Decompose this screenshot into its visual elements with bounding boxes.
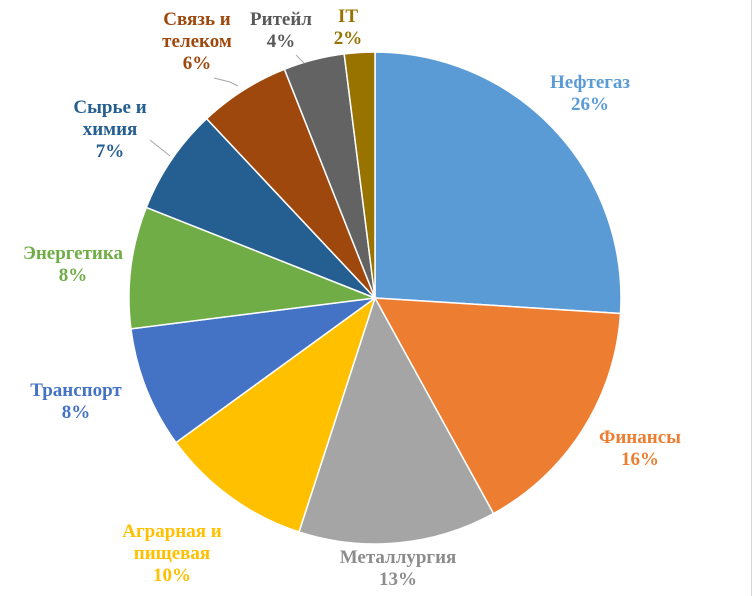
pie-slice-7 xyxy=(145,117,376,299)
leader-line-7 xyxy=(149,139,171,157)
slice-name: Ритейл xyxy=(250,9,312,30)
data-label-8: Связь и телеком 6% xyxy=(162,9,232,74)
pie-slice-1 xyxy=(374,51,622,315)
slice-name: химия xyxy=(83,119,138,140)
pie-slice-5 xyxy=(130,297,376,444)
pie-slice-2 xyxy=(373,297,622,515)
data-label-7: Сырье и химия 7% xyxy=(73,97,146,162)
data-label-4: Аграрная и пищевая 10% xyxy=(122,521,221,586)
pie-slice-4 xyxy=(174,296,377,533)
slice-name: Транспорт xyxy=(30,380,122,401)
slice-percent: 13% xyxy=(379,569,417,590)
data-label-2: Финансы 16% xyxy=(599,427,681,470)
slice-name: IT xyxy=(338,6,358,27)
slice-name: Нефтегаз xyxy=(550,72,630,93)
slice-percent: 26% xyxy=(571,94,609,115)
pie-slice-3 xyxy=(298,296,495,545)
pie-slice-6 xyxy=(128,206,376,330)
slice-name: Энергетика xyxy=(23,243,124,264)
slice-name: пищевая xyxy=(134,543,210,564)
pie-slice-10 xyxy=(343,51,376,299)
data-label-10: IT 2% xyxy=(334,6,363,49)
slice-percent: 16% xyxy=(621,449,659,470)
slice-percent: 4% xyxy=(267,31,296,52)
slice-percent: 2% xyxy=(334,28,363,49)
data-label-5: Транспорт 8% xyxy=(30,380,122,423)
data-label-3: Металлургия 13% xyxy=(340,547,457,590)
slice-name: Аграрная и xyxy=(122,521,221,542)
slice-percent: 6% xyxy=(183,53,212,74)
data-label-9: Ритейл 4% xyxy=(250,9,312,52)
slice-name: Связь и xyxy=(163,9,230,30)
slice-name: Сырье и xyxy=(73,97,146,118)
slice-name: телеком xyxy=(162,31,232,52)
slice-percent: 8% xyxy=(59,265,88,286)
slice-percent: 7% xyxy=(96,141,125,162)
leader-line-8 xyxy=(213,77,239,87)
data-label-6: Энергетика 8% xyxy=(23,243,124,286)
slice-name: Финансы xyxy=(599,427,681,448)
slice-name: Металлургия xyxy=(340,547,457,568)
slice-percent: 8% xyxy=(62,402,91,423)
data-label-1: Нефтегаз 26% xyxy=(550,72,630,115)
leader-line-9 xyxy=(295,54,305,64)
slice-percent: 10% xyxy=(153,565,191,586)
